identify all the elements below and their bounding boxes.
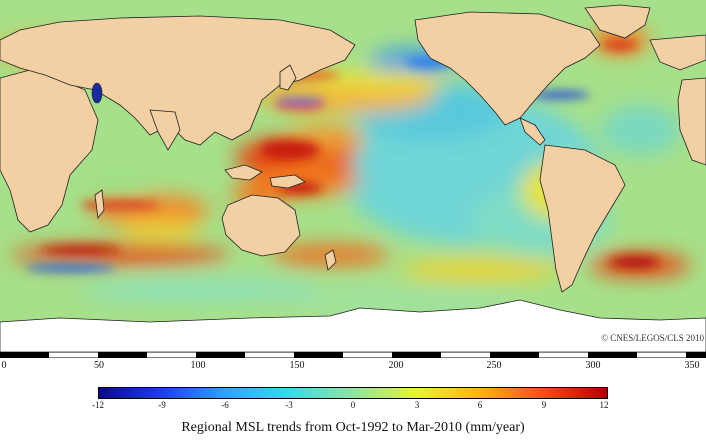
antarctica bbox=[0, 299, 706, 352]
colorbar-tick: 3 bbox=[414, 400, 420, 410]
lon-tick-200: 200 bbox=[388, 360, 404, 371]
lon-tick-250: 250 bbox=[486, 360, 502, 371]
landmasses bbox=[0, 4, 706, 293]
new-zealand bbox=[324, 249, 337, 271]
colorbar-tick: -12 bbox=[92, 400, 104, 410]
japan bbox=[279, 64, 297, 91]
caspian-sea bbox=[91, 82, 103, 104]
india bbox=[149, 109, 181, 151]
lon-tick-50: 50 bbox=[94, 360, 104, 371]
colorbar-tick: 9 bbox=[541, 400, 547, 410]
copyright-credit: © CNES/LEGOS/CLS 2010 bbox=[601, 333, 704, 343]
colorbar-tick: 12 bbox=[599, 400, 609, 410]
south-america bbox=[539, 144, 626, 293]
lon-tick-150: 150 bbox=[289, 360, 305, 371]
central-america bbox=[519, 117, 546, 146]
australia bbox=[221, 194, 301, 257]
colorbar-tick: -6 bbox=[221, 400, 229, 410]
europe-wrap bbox=[649, 34, 706, 71]
map-caption: Regional MSL trends from Oct-1992 to Mar… bbox=[181, 420, 525, 435]
eurasia bbox=[0, 15, 356, 146]
north-america bbox=[414, 11, 601, 126]
colorbar-tick: 0 bbox=[350, 400, 356, 410]
maritime-continent bbox=[224, 164, 306, 189]
africa-wrap bbox=[677, 77, 706, 166]
lon-tick-100: 100 bbox=[190, 360, 206, 371]
colorbar-tick: -9 bbox=[158, 400, 166, 410]
colorbar-tick: 6 bbox=[477, 400, 483, 410]
lon-tick-350: 350 bbox=[684, 360, 700, 371]
greenland bbox=[584, 4, 651, 39]
lon-tick-300: 300 bbox=[585, 360, 601, 371]
sea-level-trend-map bbox=[0, 0, 706, 352]
colorbar-tick: -3 bbox=[285, 400, 293, 410]
lon-tick-0: 0 bbox=[1, 360, 7, 371]
colorbar bbox=[98, 387, 608, 399]
madagascar bbox=[94, 189, 105, 220]
longitude-scale-bar bbox=[0, 352, 706, 358]
